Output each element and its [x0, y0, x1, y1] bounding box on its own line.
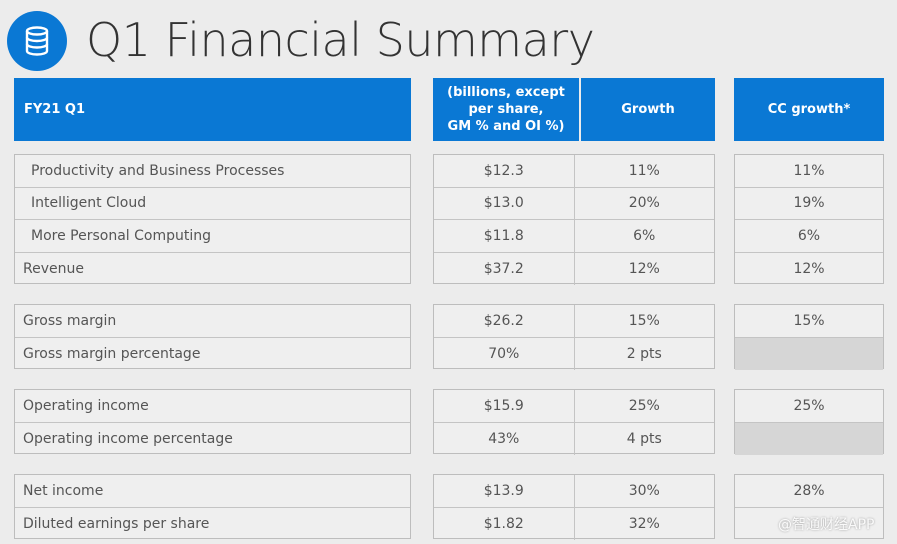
row-label: Revenue: [23, 260, 84, 277]
label-table: Net income Diluted earnings per share: [14, 474, 411, 539]
table-row: 19%: [735, 188, 883, 220]
value-table: $12.3 11% $13.0 20% $11.8 6% $37.2 12%: [433, 154, 715, 285]
growth-cell: 6%: [573, 220, 715, 252]
value-cell: $13.9: [483, 482, 524, 499]
row-label: Net income: [23, 482, 104, 499]
table-row: 11%: [735, 155, 883, 188]
cc-table: 28%: [734, 474, 884, 539]
header-cc-growth: CC growth*: [734, 78, 884, 141]
table-row: $1.82 32%: [434, 507, 715, 540]
table-row: Intelligent Cloud: [15, 188, 410, 220]
table-row: Net income: [15, 475, 410, 508]
growth-cell: 15%: [573, 305, 715, 337]
table-row: Operating income: [15, 390, 410, 423]
table-row: Gross margin percentage: [15, 338, 410, 371]
value-cell: 70%: [488, 345, 520, 362]
table-row: $12.3 11%: [434, 155, 714, 188]
growth-cell: 20%: [573, 187, 715, 219]
row-label: More Personal Computing: [31, 227, 211, 244]
value-cell: 43%: [488, 430, 520, 447]
cc-growth-cell: 12%: [793, 260, 825, 277]
value-cell: $37.2: [483, 260, 524, 277]
growth-cell: 11%: [573, 155, 715, 187]
cc-growth-cell: [735, 338, 883, 371]
row-label: Operating income percentage: [23, 430, 233, 447]
value-cell: $15.9: [483, 397, 524, 414]
table-row: Diluted earnings per share: [15, 508, 410, 541]
cc-growth-cell: 15%: [793, 312, 825, 329]
table-row: $13.9 30%: [434, 475, 714, 508]
table-row: $37.2 12%: [434, 252, 715, 285]
cc-table: 15%: [734, 304, 884, 371]
growth-cell: 30%: [573, 475, 715, 507]
table-row: Productivity and Business Processes: [15, 155, 410, 188]
table-row: Revenue: [15, 253, 410, 286]
value-cell: $26.2: [483, 312, 524, 329]
database-icon: [7, 11, 67, 71]
cc-growth-cell: 25%: [793, 397, 825, 414]
header-value-line: GM % and OI %): [447, 119, 565, 134]
label-table: Operating income Operating income percent…: [14, 389, 411, 454]
table-row: 12%: [735, 253, 883, 286]
header-value-column: (billions, except per share, GM % and OI…: [433, 78, 579, 141]
cc-growth-cell: 28%: [793, 482, 825, 499]
value-cell: $1.82: [483, 515, 524, 532]
growth-cell: 4 pts: [573, 422, 715, 455]
table-row: $11.8 6%: [434, 220, 714, 253]
watermark: @智通财经APP: [778, 517, 875, 533]
row-label: Gross margin percentage: [23, 345, 201, 362]
table-row: More Personal Computing: [15, 220, 410, 253]
row-label: Operating income: [23, 397, 149, 414]
table-row: 25%: [735, 390, 883, 423]
table-row: $13.0 20%: [434, 187, 715, 220]
table-row: [735, 422, 883, 456]
table-row: 15%: [735, 305, 883, 338]
table-row: 43% 4 pts: [434, 422, 715, 455]
table-row: [735, 337, 883, 371]
table-row: 6%: [735, 220, 883, 253]
table-row: $26.2 15%: [434, 305, 714, 338]
row-label: Diluted earnings per share: [23, 515, 210, 532]
cc-growth-cell: [735, 423, 883, 456]
row-label: Intelligent Cloud: [31, 195, 147, 212]
value-cell: $13.0: [483, 195, 524, 212]
label-table: Productivity and Business Processes Intel…: [14, 154, 411, 284]
header-growth: Growth: [581, 78, 715, 141]
cc-table: 25%: [734, 389, 884, 456]
growth-cell: 32%: [573, 507, 715, 540]
row-label: Productivity and Business Processes: [31, 162, 285, 179]
growth-cell: 25%: [573, 390, 715, 422]
growth-cell: 12%: [573, 252, 715, 285]
value-cell: $11.8: [483, 227, 524, 244]
value-table: $13.9 30% $1.82 32%: [433, 474, 715, 540]
value-table: $15.9 25% 43% 4 pts: [433, 389, 715, 455]
header-label: FY21 Q1: [14, 78, 411, 141]
growth-cell: 2 pts: [573, 337, 715, 370]
cc-growth-cell: 6%: [797, 227, 821, 244]
table-row: 28%: [735, 475, 883, 508]
table-row: 70% 2 pts: [434, 337, 715, 370]
cc-growth-cell: 19%: [793, 195, 825, 212]
row-label: Gross margin: [23, 312, 117, 329]
header-value-line: (billions, except: [447, 85, 565, 100]
cc-table: 11% 19% 6% 12%: [734, 154, 884, 284]
label-table: Gross margin Gross margin percentage: [14, 304, 411, 369]
table-row: $15.9 25%: [434, 390, 714, 423]
page-title: Q1 Financial Summary: [86, 13, 595, 67]
table-row: Operating income percentage: [15, 423, 410, 456]
value-table: $26.2 15% 70% 2 pts: [433, 304, 715, 370]
value-cell: $12.3: [483, 162, 524, 179]
header-value-line: per share,: [468, 102, 544, 117]
table-row: Gross margin: [15, 305, 410, 338]
cc-growth-cell: 11%: [793, 162, 825, 179]
